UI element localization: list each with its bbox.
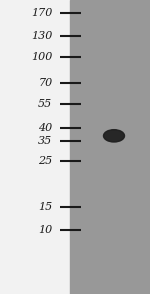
Text: 55: 55 (38, 99, 52, 109)
Text: 130: 130 (31, 31, 52, 41)
Text: 25: 25 (38, 156, 52, 166)
Text: 170: 170 (31, 8, 52, 18)
Text: 15: 15 (38, 202, 52, 212)
Text: 35: 35 (38, 136, 52, 146)
Text: 10: 10 (38, 225, 52, 235)
Bar (70, 0, 150, 294)
Text: 40: 40 (38, 123, 52, 133)
Text: 70: 70 (38, 78, 52, 88)
Text: 100: 100 (31, 52, 52, 62)
Ellipse shape (103, 130, 124, 142)
